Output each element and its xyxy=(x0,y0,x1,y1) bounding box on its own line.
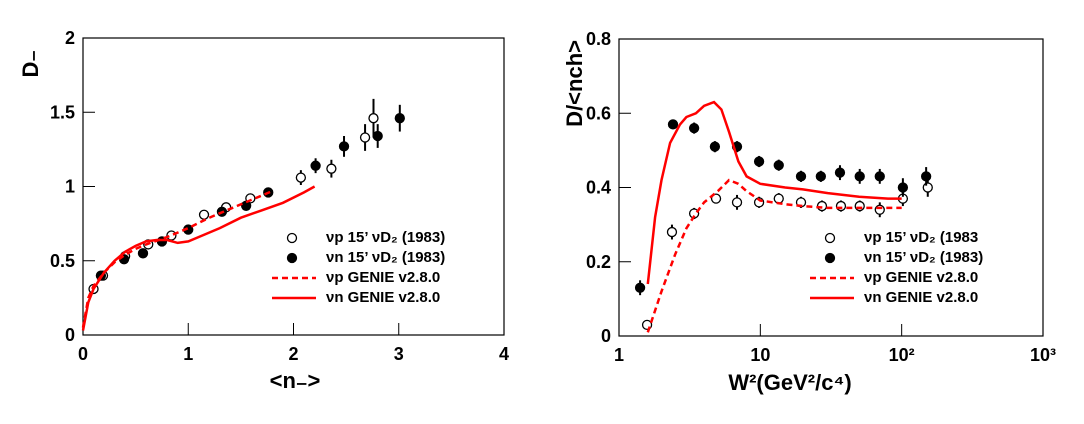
x-tick-label: 10² xyxy=(889,345,915,365)
data-point xyxy=(372,130,383,142)
data-point xyxy=(773,160,784,171)
data-point xyxy=(874,171,885,182)
data-point xyxy=(667,119,679,130)
legend-symbol xyxy=(824,232,836,244)
legend-label: νn 15’ νD₂ (1983) xyxy=(864,249,983,266)
legend-label: νp GENIE v2.8.0 xyxy=(864,269,978,286)
x-tick-label: 3 xyxy=(394,344,404,364)
model-curve xyxy=(81,189,273,328)
data-point xyxy=(709,141,721,152)
y-tick-label: 0.2 xyxy=(586,252,611,272)
legend-symbol xyxy=(286,232,298,244)
y-tick-label: 0.8 xyxy=(586,29,611,49)
legend-label: νn GENIE v2.8.0 xyxy=(864,289,978,306)
y-tick-label: 0.6 xyxy=(586,103,611,123)
y-axis-title: D₋ xyxy=(18,50,43,78)
legend-label: νp 15’ νD₂ (1983 xyxy=(864,229,978,246)
y-tick-label: 1.5 xyxy=(50,102,75,122)
data-point xyxy=(338,141,350,152)
data-point xyxy=(634,282,646,293)
y-tick-label: 0 xyxy=(65,325,75,345)
x-tick-label: 0 xyxy=(78,344,88,364)
data-point xyxy=(773,193,784,204)
data-point xyxy=(731,197,743,208)
data-point xyxy=(240,200,252,211)
x-tick-label: 10 xyxy=(750,345,770,365)
data-point xyxy=(198,209,210,220)
data-point xyxy=(394,113,405,124)
x-axis-title: <n₋> xyxy=(270,368,321,393)
y-tick-label: 0 xyxy=(601,326,611,346)
x-tick-label: 1 xyxy=(183,344,193,364)
model-curve xyxy=(646,178,902,333)
legend-symbol xyxy=(286,252,298,264)
x-tick-label: 4 xyxy=(499,344,509,364)
legend-label: νp GENIE v2.8.0 xyxy=(326,269,440,286)
legend-label: νn 15’ νD₂ (1983) xyxy=(326,249,445,266)
data-point xyxy=(874,204,885,215)
data-point xyxy=(815,171,826,182)
data-point xyxy=(753,156,765,167)
data-point xyxy=(795,171,807,182)
data-point xyxy=(310,160,321,171)
legend-label: νp 15’ νD₂ (1983) xyxy=(326,229,445,246)
data-point xyxy=(359,132,371,143)
data-point xyxy=(368,113,379,124)
model-curve xyxy=(81,185,316,331)
y-tick-label: 0.4 xyxy=(586,178,611,198)
data-point xyxy=(920,171,932,182)
y-tick-label: 2 xyxy=(65,28,75,48)
data-point xyxy=(137,248,149,259)
legend-symbol xyxy=(824,252,836,264)
data-point xyxy=(854,200,865,212)
data-point xyxy=(897,182,909,193)
data-point xyxy=(295,172,307,183)
legend-label: νn GENIE v2.8.0 xyxy=(326,289,440,306)
plot-frame xyxy=(82,37,505,336)
data-point xyxy=(854,171,865,182)
data-point xyxy=(666,226,678,238)
y-tick-label: 1 xyxy=(65,177,75,197)
plot-frame xyxy=(618,38,1044,337)
model-curve xyxy=(646,100,902,285)
data-point xyxy=(710,193,722,204)
data-point xyxy=(834,167,846,178)
x-axis-title: W²(GeV²/c⁴) xyxy=(728,370,851,395)
x-tick-label: 1 xyxy=(614,345,624,365)
x-tick-label: 10³ xyxy=(1030,345,1056,365)
data-point xyxy=(688,122,700,134)
x-tick-label: 2 xyxy=(288,344,298,364)
data-point xyxy=(922,182,933,193)
y-axis-title: D/<nch> xyxy=(562,40,587,127)
y-tick-label: 0.5 xyxy=(50,251,75,271)
data-point xyxy=(835,200,847,212)
data-point xyxy=(326,163,337,174)
